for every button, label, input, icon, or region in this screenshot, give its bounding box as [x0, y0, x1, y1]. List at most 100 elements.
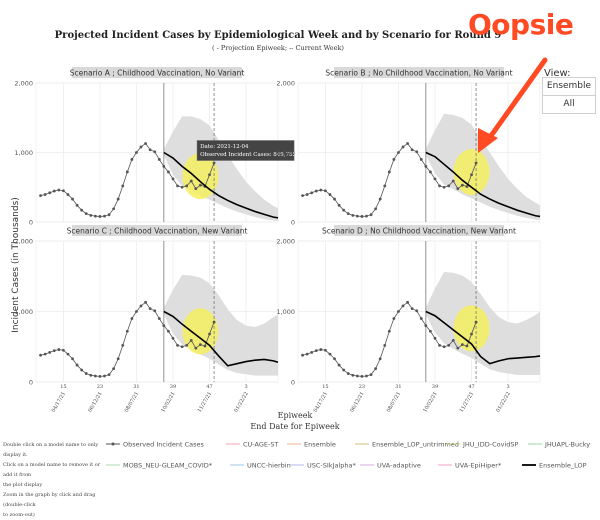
legend-label: JHU_IDD-CovidSP — [462, 441, 519, 449]
arrow-head — [478, 128, 498, 153]
scenario-panel: Scenario B ; No Childhood Vaccination, N… — [276, 67, 541, 227]
observed-point — [212, 320, 216, 324]
x-axis-label: Epiweek — [278, 411, 313, 420]
observed-point — [314, 349, 318, 353]
observed-point — [139, 145, 143, 149]
legend-marker — [111, 442, 115, 446]
observed-point — [89, 213, 93, 217]
observed-point — [456, 187, 460, 191]
legend-item: CU-AGE-ST — [226, 441, 278, 449]
observed-point — [305, 193, 309, 196]
observed-point — [71, 197, 74, 201]
uncertainty-band — [163, 274, 278, 376]
observed-point — [125, 329, 129, 333]
y-tick-label: 0 — [29, 379, 33, 387]
observed-point — [107, 373, 111, 376]
x-tick-date: 10/02/21 — [160, 391, 176, 413]
observed-point — [93, 214, 97, 218]
observed-point — [305, 352, 309, 356]
observed-point — [337, 363, 341, 367]
observed-point — [415, 309, 419, 313]
legend-item: Ensemble — [287, 441, 336, 449]
x-tick-label: 15 — [60, 384, 66, 390]
legend-item: JHUAPL-Bucky — [528, 441, 590, 449]
observed-point — [176, 343, 179, 347]
x-tick-label: 39 — [170, 384, 176, 390]
observed-point — [121, 343, 125, 347]
observed-point — [162, 324, 166, 327]
y-tick-label: 2,000 — [14, 80, 33, 88]
hint-line: Double click on a model name to only dis… — [3, 442, 99, 458]
legend-item: MOBS_NEU-GLEAM_COVID* — [106, 462, 213, 470]
observed-point — [351, 373, 355, 377]
observed-point — [314, 189, 318, 193]
observed-point — [52, 189, 56, 193]
observed-point — [438, 343, 441, 347]
observed-point — [360, 215, 364, 218]
hint-line: Zoom in the graph by click and drag (dou… — [3, 492, 96, 508]
observed-point — [346, 372, 350, 375]
observed-point — [346, 212, 350, 216]
observed-point — [121, 184, 125, 188]
observed-point — [465, 344, 469, 348]
observed-point — [66, 352, 70, 356]
observed-point — [189, 179, 193, 183]
observed-point — [112, 367, 116, 371]
x-tick-date: 11/27/21 — [459, 391, 475, 413]
observed-point — [378, 197, 382, 201]
observed-point — [185, 343, 189, 347]
observed-point — [144, 142, 147, 145]
view-all-button[interactable]: All — [542, 95, 596, 114]
oopsie-annotation: Oopsie — [468, 8, 574, 41]
observed-point — [157, 158, 161, 161]
hint-line: the plot display — [3, 482, 43, 488]
observed-point — [397, 310, 400, 313]
hint-line: Click on a model name to remove it or ad… — [3, 462, 101, 478]
legend-label: Ensemble_LOP — [539, 462, 587, 470]
observed-point — [48, 191, 52, 195]
x-tick-label: 23 — [97, 384, 103, 390]
observed-point — [433, 336, 437, 340]
arrow-shaft — [485, 57, 548, 143]
ensemble-lop-line — [163, 310, 279, 367]
observed-point — [61, 348, 65, 352]
legend-label: USC-SIkJalpha* — [307, 462, 357, 470]
y-tick-label: 0 — [29, 219, 33, 227]
legend-item: Observed Incident Cases — [106, 441, 205, 449]
legend-label: Ensemble_LOP_untrimmed — [372, 441, 459, 449]
view-ensemble-button[interactable]: Ensemble — [542, 77, 596, 96]
observed-point — [470, 173, 473, 177]
x-tick-date: 06/12/21 — [349, 391, 365, 413]
legend-label: CU-AGE-ST — [243, 441, 278, 449]
incident-cases-chart[interactable]: Projected Incident Cases by Epidemiologi… — [0, 0, 600, 488]
x-tick-label: 47 — [206, 384, 212, 390]
observed-point — [98, 215, 102, 218]
observed-point — [401, 304, 405, 308]
observed-point — [323, 189, 327, 193]
observed-point — [465, 185, 469, 188]
observed-point — [171, 336, 175, 340]
observed-point — [107, 213, 111, 217]
y-tick-label: 1,000 — [276, 308, 295, 316]
x-tick-label: 3 — [244, 384, 247, 390]
observed-point — [135, 151, 138, 154]
ensemble-lop-line — [163, 151, 279, 219]
observed-point — [89, 373, 93, 377]
observed-point — [406, 300, 409, 304]
legend-label: JHUAPL-Bucky — [544, 441, 590, 449]
y-tick-label: 2,000 — [276, 238, 295, 246]
observed-point — [424, 165, 428, 168]
observed-point — [84, 212, 88, 216]
ensemble-lop-line — [425, 151, 541, 218]
observed-point — [93, 374, 97, 378]
observed-point — [378, 357, 382, 361]
observed-point — [451, 179, 455, 183]
view-label: View: — [544, 68, 571, 79]
observed-point — [194, 187, 198, 191]
observed-point — [43, 193, 47, 196]
observed-point — [424, 324, 428, 327]
legend-item: Ensemble_LOP — [522, 462, 587, 470]
observed-point — [144, 300, 147, 304]
highlight-circle — [182, 153, 219, 200]
observed-point — [80, 208, 84, 212]
